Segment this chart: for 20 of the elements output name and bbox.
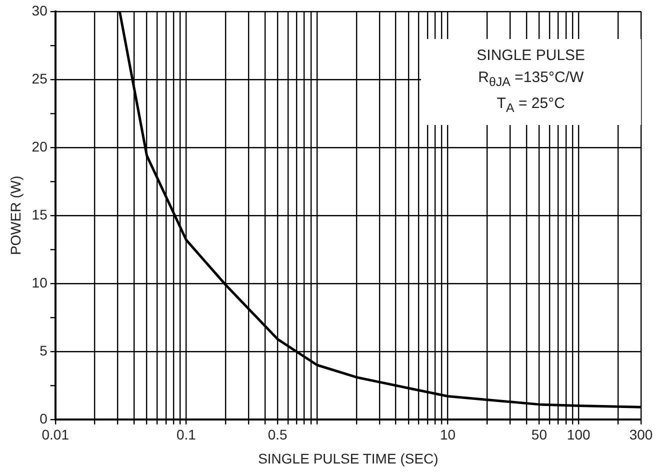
x-tick-label: 0.5: [268, 426, 288, 443]
x-tick-label: 300: [629, 426, 653, 443]
annotation: SINGLE PULSE: [476, 46, 586, 66]
label-box: SINGLE PULSE R$_{θJA}$ =135°C/W T$_{A}$ = 25°C: [420, 38, 641, 125]
y-tick-label: 15: [32, 206, 48, 222]
x-tick-label: 0.1: [176, 426, 196, 443]
x-tick-label: 50: [531, 426, 548, 443]
y-tick-label: 25: [32, 70, 48, 86]
y-tick-label: 5: [40, 342, 48, 358]
x-axis-title: SINGLE PULSE TIME (SEC): [258, 450, 438, 466]
x-tick-label: 10: [440, 426, 456, 443]
y-tick-label: 0: [40, 410, 48, 426]
annotation: T$_{A}$ = 25°C: [496, 94, 566, 117]
y-axis-title: POWER (W): [7, 176, 24, 256]
y-tick-label: 20: [32, 138, 48, 154]
y-tick-label: 30: [32, 2, 48, 18]
y-tick-label: 10: [32, 274, 48, 290]
annotation: R$_{θJA}$ =135°C/W: [477, 68, 585, 91]
x-tick-label: 0.01: [42, 426, 70, 443]
x-tick-label: 100: [566, 426, 590, 443]
